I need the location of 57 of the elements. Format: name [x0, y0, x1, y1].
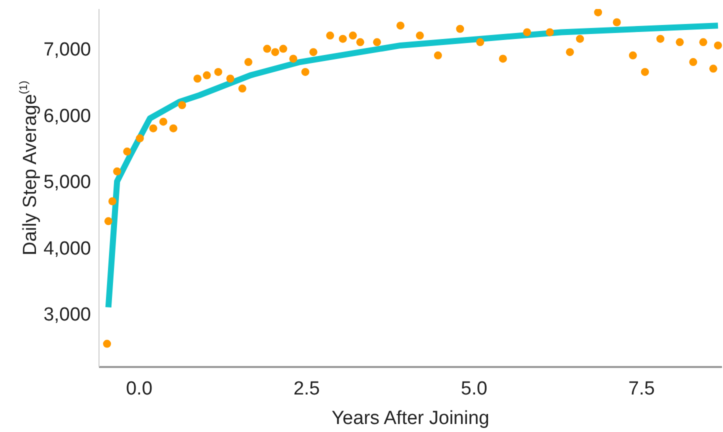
- point: [434, 51, 442, 60]
- point: [523, 28, 532, 36]
- point: [456, 24, 464, 33]
- point: [546, 28, 554, 36]
- y-tick-label: 6,000: [43, 106, 91, 127]
- point: [689, 58, 698, 66]
- point: [714, 41, 722, 50]
- point: [149, 124, 158, 132]
- x-axis-title: Years After Joining: [332, 408, 490, 429]
- point: [594, 9, 602, 16]
- point: [226, 74, 234, 83]
- point: [676, 38, 684, 46]
- point: [136, 134, 144, 142]
- point: [640, 68, 649, 76]
- point: [289, 54, 298, 63]
- point: [612, 18, 621, 26]
- x-tick-label: 0.0: [126, 378, 152, 400]
- point: [309, 48, 318, 56]
- y-tick-label: 5,000: [43, 172, 91, 194]
- point: [498, 54, 507, 63]
- point: [271, 48, 280, 56]
- point: [103, 340, 112, 348]
- point: [356, 38, 364, 46]
- point: [326, 32, 334, 40]
- y-tick-label: 4,000: [43, 238, 91, 260]
- point: [214, 68, 222, 76]
- point: [576, 34, 584, 43]
- point: [348, 32, 357, 40]
- y-tick-label: 7,000: [43, 40, 91, 61]
- point: [396, 22, 404, 30]
- point: [699, 38, 708, 46]
- point: [566, 48, 574, 56]
- point: [416, 32, 424, 40]
- point: [373, 38, 382, 46]
- point: [656, 34, 664, 43]
- point: [159, 118, 168, 126]
- point: [104, 217, 112, 226]
- point: [709, 64, 718, 73]
- point: [113, 167, 122, 176]
- point: [193, 74, 202, 83]
- point: [279, 44, 288, 53]
- x-tick-label: 7.5: [628, 378, 655, 400]
- point: [169, 124, 178, 132]
- x-tick-label: 2.5: [293, 378, 320, 400]
- point: [108, 197, 116, 206]
- point: [338, 34, 347, 43]
- y-tick-label: 3,000: [43, 304, 91, 326]
- point: [301, 68, 310, 76]
- point: [476, 38, 484, 46]
- x-tick-label: 5.0: [460, 378, 488, 400]
- point: [123, 148, 132, 156]
- point: [263, 44, 272, 53]
- point: [178, 101, 186, 110]
- point: [244, 58, 252, 66]
- point: [628, 51, 637, 60]
- point: [202, 71, 211, 80]
- point: [238, 84, 246, 93]
